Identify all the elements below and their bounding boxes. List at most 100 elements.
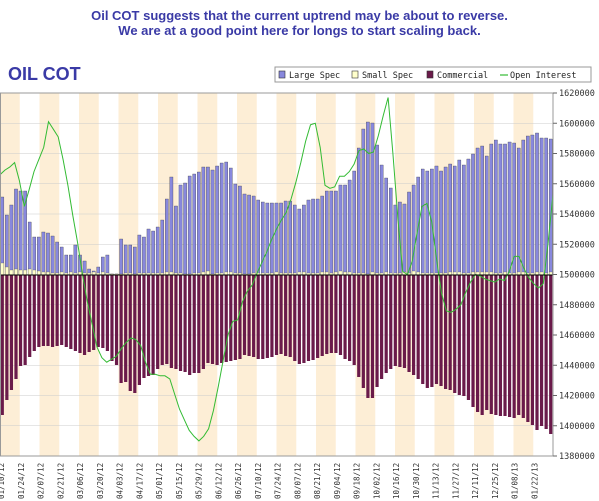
large-spec-bar bbox=[375, 144, 379, 276]
large-spec-bar bbox=[402, 203, 407, 276]
small-spec-bar bbox=[9, 269, 14, 276]
small-spec-bar bbox=[206, 270, 210, 276]
large-spec-bar bbox=[311, 198, 315, 276]
large-spec-bar bbox=[498, 143, 503, 276]
large-spec-bar bbox=[507, 141, 512, 276]
commercial-bar bbox=[5, 275, 9, 400]
large-spec-bar bbox=[471, 153, 475, 276]
large-spec-bar bbox=[439, 170, 443, 276]
commercial-bar bbox=[242, 275, 247, 355]
commercial-bar bbox=[87, 275, 91, 352]
large-spec-bar bbox=[484, 155, 489, 276]
x-tick-label: 10/02/12 bbox=[372, 463, 381, 499]
commercial-bar bbox=[475, 275, 480, 412]
commercial-bar bbox=[28, 275, 32, 357]
large-spec-bar bbox=[146, 228, 151, 276]
large-spec-bar bbox=[197, 171, 201, 276]
commercial-bar bbox=[261, 275, 265, 359]
commercial-bar bbox=[50, 275, 55, 347]
commercial-bar bbox=[284, 275, 288, 356]
large-spec-bar bbox=[238, 185, 242, 276]
headline-line-1: Oil COT suggests that the current uptren… bbox=[91, 8, 508, 23]
x-tick-label: 02/21/12 bbox=[56, 463, 65, 499]
commercial-bar bbox=[92, 275, 96, 350]
commercial-bar bbox=[252, 275, 256, 357]
large-spec-bar bbox=[329, 190, 334, 276]
commercial-bar bbox=[439, 275, 443, 386]
large-spec-bar bbox=[302, 204, 306, 276]
small-spec-bar bbox=[14, 268, 18, 276]
y-tick-label: 1540000 bbox=[559, 210, 595, 220]
large-spec-bar bbox=[183, 182, 187, 276]
commercial-bar bbox=[0, 275, 4, 415]
large-spec-bar bbox=[279, 202, 283, 276]
large-spec-bar bbox=[503, 143, 507, 276]
large-spec-bar bbox=[128, 244, 133, 276]
x-tick-label: 12/11/12 bbox=[471, 463, 480, 499]
commercial-bar bbox=[311, 275, 315, 360]
large-spec-bar bbox=[539, 137, 544, 276]
commercial-bars bbox=[0, 275, 553, 434]
large-spec-bar bbox=[229, 167, 233, 276]
commercial-bar bbox=[110, 275, 114, 361]
x-tick-label: 10/30/12 bbox=[412, 463, 421, 499]
large-spec-bar bbox=[187, 175, 192, 276]
commercial-bar bbox=[256, 275, 260, 359]
large-spec-bar bbox=[512, 142, 516, 276]
large-spec-bar bbox=[297, 208, 302, 276]
legend: Large Spec Small Spec Commercial Open Inter… bbox=[274, 66, 592, 83]
large-spec-bar bbox=[215, 165, 219, 276]
commercial-bar bbox=[165, 275, 169, 364]
commercial-bar bbox=[402, 275, 407, 368]
large-spec-bar bbox=[210, 169, 215, 276]
x-tick-label: 01/22/13 bbox=[530, 463, 539, 499]
commercial-bar bbox=[393, 275, 397, 366]
commercial-bar bbox=[443, 275, 448, 389]
large-spec-bar bbox=[466, 158, 471, 276]
commercial-bar bbox=[430, 275, 434, 387]
small-spec-bar bbox=[18, 269, 23, 276]
x-tick-label: 08/21/12 bbox=[313, 463, 322, 499]
commercial-bar bbox=[412, 275, 416, 375]
large-spec-bar bbox=[293, 204, 297, 276]
commercial-bar bbox=[270, 275, 274, 357]
commercial-bar bbox=[206, 275, 210, 363]
commercial-bar bbox=[224, 275, 228, 362]
commercial-bar bbox=[69, 275, 73, 349]
commercial-bar bbox=[46, 275, 50, 346]
commercial-bar bbox=[229, 275, 233, 361]
x-tick-label: 10/16/12 bbox=[392, 463, 401, 499]
y-tick-label: 1460000 bbox=[559, 331, 595, 341]
small-spec-bar bbox=[32, 269, 37, 276]
large-spec-bar bbox=[123, 244, 128, 276]
x-tick-label: 06/26/12 bbox=[234, 463, 243, 499]
commercial-bar bbox=[457, 275, 461, 395]
commercial-bar bbox=[9, 275, 14, 390]
commercial-bar bbox=[160, 275, 164, 365]
large-spec-bar bbox=[165, 198, 169, 276]
commercial-bar bbox=[128, 275, 132, 391]
commercial-bar bbox=[494, 275, 498, 415]
commercial-bar bbox=[119, 275, 123, 383]
large-spec-bar bbox=[160, 219, 164, 276]
large-spec-bar bbox=[201, 166, 206, 276]
large-spec-bar bbox=[448, 163, 452, 276]
commercial-bar bbox=[105, 275, 110, 351]
large-spec-bar bbox=[32, 236, 37, 276]
x-tick-label: 12/25/12 bbox=[491, 463, 500, 499]
commercial-bar bbox=[41, 275, 46, 346]
commercial-bar bbox=[549, 275, 553, 434]
commercial-bar bbox=[265, 275, 269, 358]
commercial-bar bbox=[384, 275, 388, 373]
large-spec-bar bbox=[334, 190, 338, 276]
headline-line-2: We are at a good point here for longs to… bbox=[118, 23, 481, 38]
commercial-bar bbox=[407, 275, 411, 372]
large-spec-bar bbox=[366, 121, 370, 276]
large-spec-bar bbox=[274, 202, 279, 276]
x-tick-label: 03/06/12 bbox=[76, 463, 85, 499]
commercial-bar bbox=[462, 275, 466, 396]
commercial-bar bbox=[320, 275, 324, 356]
large-spec-bar bbox=[233, 183, 238, 276]
large-spec-bar bbox=[9, 204, 14, 276]
